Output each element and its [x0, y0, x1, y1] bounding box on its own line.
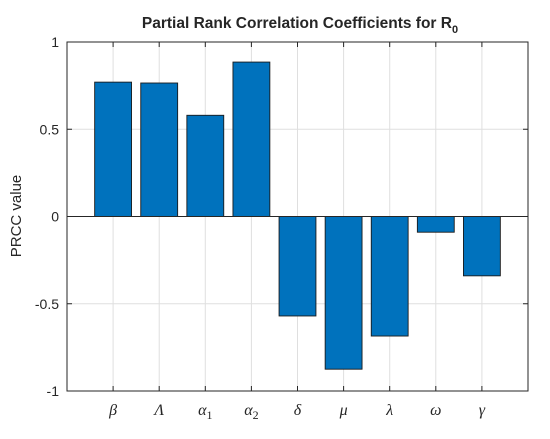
x-tick-label: λ: [385, 402, 393, 419]
x-tick-label: β: [108, 402, 117, 419]
chart-title: Partial Rank Correlation Coefficients fo…: [142, 15, 458, 36]
x-tick-symbol: δ: [294, 402, 302, 419]
x-tick-symbol: γ: [479, 402, 486, 419]
bar: [416, 216, 455, 233]
bar: [463, 216, 501, 277]
x-tick-label: ω: [430, 402, 441, 419]
chart-title-subscript: 0: [452, 24, 458, 36]
axes: [66, 41, 529, 392]
bar: [186, 114, 225, 217]
x-tick-symbol: Λ: [152, 402, 164, 419]
x-tick-label: δ: [294, 402, 302, 419]
x-tick-label: α1: [198, 402, 212, 422]
bars: [94, 61, 501, 370]
x-tick-label: μ: [339, 402, 348, 419]
y-tick-label: 0: [51, 209, 59, 225]
y-tick-label: -0.5: [35, 296, 59, 312]
x-tick-symbol: λ: [385, 402, 393, 419]
x-tick-subscript: 1: [207, 408, 213, 422]
bar: [140, 82, 179, 217]
bar: [278, 216, 317, 317]
bar: [232, 61, 271, 217]
x-tick-label: γ: [479, 402, 486, 419]
y-tick-label: -1: [47, 383, 60, 399]
chart-title-text: Partial Rank Correlation Coefficients fo…: [142, 15, 452, 32]
bar: [370, 216, 409, 337]
x-tick-symbol: ω: [430, 402, 441, 419]
x-tick-symbol: β: [108, 402, 117, 419]
bar: [94, 81, 132, 217]
bar: [324, 216, 363, 370]
y-tick-label: 1: [51, 34, 59, 50]
x-tick-symbol: μ: [339, 402, 348, 419]
x-tick-symbol: α: [244, 402, 253, 419]
y-tick-label: 0.5: [40, 121, 60, 137]
y-axis-label: PRCC value: [8, 175, 25, 258]
y-tick-labels: -1 -0.5 0 0.5 1: [35, 34, 59, 399]
x-tick-label: α2: [244, 402, 258, 422]
x-tick-symbol: α: [198, 402, 207, 419]
x-tick-subscript: 2: [253, 408, 259, 422]
x-tick-label: Λ: [152, 402, 164, 419]
